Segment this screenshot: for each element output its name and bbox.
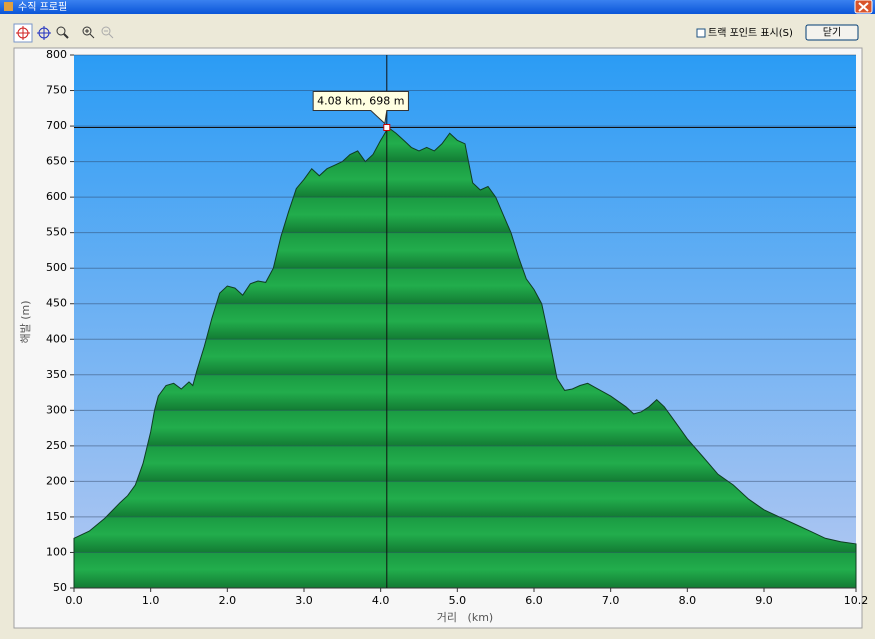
y-tick-label: 400 — [46, 332, 67, 345]
x-tick-label: 9.0 — [755, 594, 773, 607]
tool-icon — [85, 29, 95, 39]
y-tick-label: 600 — [46, 190, 67, 203]
x-tick-label: 8.0 — [679, 594, 697, 607]
y-tick-label: 300 — [46, 403, 67, 416]
y-tick-label: 500 — [46, 261, 67, 274]
y-tick-label: 100 — [46, 545, 67, 558]
checkbox[interactable] — [696, 28, 706, 38]
x-tick-label: 4.0 — [372, 594, 390, 607]
y-axis-label: 해발 (m) — [18, 300, 32, 343]
tooltip-box — [312, 90, 409, 125]
close-x-icon — [858, 2, 869, 12]
y-tick-label: 450 — [46, 297, 67, 310]
y-tick-label: 700 — [46, 119, 67, 132]
x-tick-label: 3.0 — [295, 594, 313, 607]
x-tick-label: 6.0 — [525, 594, 543, 607]
tooltip-label: 4.08 km, 698 m — [317, 94, 404, 107]
app-icon — [4, 2, 13, 11]
window-title: 수직 프로필 — [18, 1, 67, 13]
tool-icon — [63, 33, 69, 39]
x-tick-label: 0.0 — [65, 594, 83, 607]
tool-icon — [104, 30, 114, 39]
y-tick-label: 550 — [46, 226, 67, 239]
close-button[interactable] — [805, 24, 859, 41]
checkbox-label[interactable]: 트랙 포인트 표시(S) — [708, 27, 793, 39]
tool-zoom-in[interactable] — [82, 26, 92, 36]
x-axis-label: 거리 (km) — [437, 611, 493, 624]
y-tick-label: 250 — [46, 439, 67, 452]
elevation-area — [73, 126, 857, 589]
y-tick-label: 350 — [46, 368, 67, 381]
y-tick-label: 800 — [46, 48, 67, 61]
tool-zoom-area[interactable] — [56, 26, 66, 36]
x-tick-label: 1.0 — [142, 594, 160, 607]
y-tick-label: 200 — [46, 474, 67, 487]
tool-icon — [16, 26, 30, 40]
tool-zoom-out[interactable] — [101, 26, 111, 36]
y-tick-label: 50 — [53, 581, 67, 594]
tool-icon — [37, 26, 51, 40]
title-bar — [0, 0, 875, 14]
y-tick-label: 650 — [46, 155, 67, 168]
y-tick-label: 150 — [46, 510, 67, 523]
x-tick-label: 5.0 — [449, 594, 467, 607]
y-tick-label: 750 — [46, 84, 67, 97]
x-tick-label: 10.2 — [844, 594, 869, 607]
cursor-point — [383, 123, 391, 131]
x-tick-label: 7.0 — [602, 594, 620, 607]
close-button-label[interactable]: 닫기 — [823, 27, 841, 39]
x-tick-label: 2.0 — [219, 594, 237, 607]
